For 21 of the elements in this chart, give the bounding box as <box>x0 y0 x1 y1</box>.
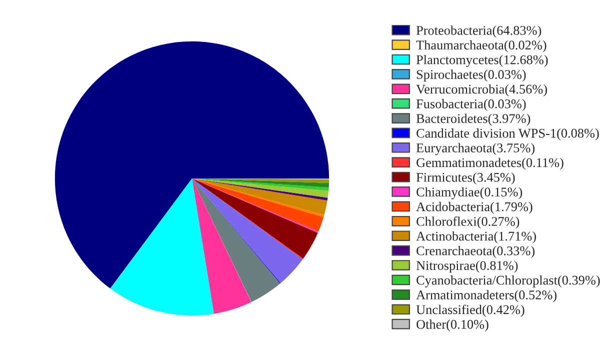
legend-label: Nitrospirae(0.81%) <box>416 260 518 273</box>
legend-label: Proteobacteria(64.83%) <box>416 26 542 38</box>
legend-label: Euryarchaeota(3.75%) <box>416 143 534 156</box>
legend-label: Chloroflexi(0.27%) <box>416 216 520 229</box>
legend-label: Chiamydiae(0.15%) <box>416 187 522 200</box>
legend-label: Other(0.10%) <box>416 320 488 332</box>
legend-label: Bacteroidetes(3.97%) <box>416 114 530 126</box>
legend-label: Thaumarchaeota(0.02%) <box>416 40 546 52</box>
legend-label: Armatimonadeters(0.52%) <box>416 290 557 302</box>
legend-label: Actinobacteria(1.71%) <box>416 231 536 244</box>
legend-label: Planctomycetes(12.68%) <box>416 54 548 67</box>
legend-label: Verrucomicrobia(4.56%) <box>416 84 547 96</box>
legend-label: Firmicutes(3.45%) <box>416 172 515 184</box>
legend-label: Spirochaetes(0.03%) <box>416 70 526 82</box>
legend-label: Acidobacteria(1.79%) <box>416 202 532 214</box>
legend-label: Crenarchaeota(0.33%) <box>416 246 534 258</box>
legend-label: Unclassified(0.42%) <box>416 304 524 317</box>
legend-label: Cyanobacteria/Chloroplast(0.39%) <box>416 275 600 288</box>
legend-label: Gemmatimonadetes(0.11%) <box>416 158 564 170</box>
legend-label: Candidate division WPS-1(0.08%) <box>416 128 599 140</box>
legend-label: Fusobacteria(0.03%) <box>416 99 526 112</box>
